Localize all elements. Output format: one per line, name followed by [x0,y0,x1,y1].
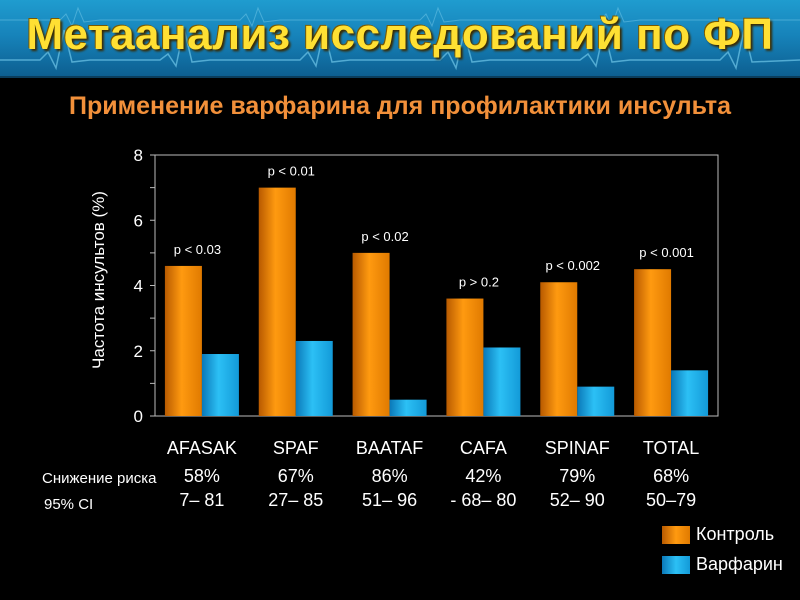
p-value-label: p < 0.001 [639,245,694,260]
bar-warfarin [577,386,615,416]
p-value-label: p > 0.2 [459,275,499,290]
page-title: Метаанализ исследований по ФП [26,10,774,59]
ci-value: 52– 90 [550,490,605,510]
risk-reduction-value: 58% [184,466,220,486]
x-category-label: TOTAL [643,438,699,458]
y-tick-label: 0 [134,407,143,426]
bar-warfarin [483,347,521,416]
bar-control [634,269,672,416]
x-category-label: AFASAK [167,438,237,458]
y-tick-label: 8 [134,146,143,165]
bar-control [164,265,202,416]
title-banner: Метаанализ исследований по ФП [0,0,800,76]
legend-swatch-warfarin [662,556,690,574]
bar-warfarin [201,354,239,416]
y-tick-label: 6 [134,211,143,230]
ci-value: - 68– 80 [450,490,516,510]
risk-reduction-value: 79% [559,466,595,486]
bar-control [540,282,578,416]
p-value-label: p < 0.01 [268,164,315,179]
bar-warfarin [671,370,709,416]
risk-reduction-value: 86% [372,466,408,486]
risk-reduction-label: Снижение риска [42,470,157,487]
ekg-pattern-icon [0,6,800,71]
bar-control [446,298,484,416]
y-tick-label: 4 [134,277,143,296]
x-category-label: SPAF [273,438,319,458]
p-value-label: p < 0.03 [174,242,221,257]
risk-reduction-value: 42% [465,466,501,486]
y-axis-label: Частота инсультов (%) [89,191,108,369]
ci-value: 50–79 [646,490,696,510]
banner-divider [0,76,800,78]
ci-value: 27– 85 [268,490,323,510]
bar-control [258,187,296,416]
x-category-label: BAATAF [356,438,423,458]
ci-label: 95% CI [44,496,94,513]
y-tick-label: 2 [134,342,143,361]
page-subtitle: Применение варфарина для профилактики ин… [69,92,731,120]
legend-label-control: Контроль [696,524,775,544]
p-value-label: p < 0.02 [361,229,408,244]
bar-control [352,252,390,416]
legend-label-warfarin: Варфарин [696,554,783,574]
ci-value: 7– 81 [179,490,224,510]
p-value-label: p < 0.002 [545,258,600,273]
ci-value: 51– 96 [362,490,417,510]
bar-warfarin [295,340,333,416]
x-category-label: CAFA [460,438,507,458]
plot-frame [154,154,719,417]
bar-warfarin [389,399,427,416]
risk-reduction-value: 67% [278,466,314,486]
risk-reduction-value: 68% [653,466,689,486]
legend-swatch-control [662,526,690,544]
x-category-label: SPINAF [545,438,610,458]
